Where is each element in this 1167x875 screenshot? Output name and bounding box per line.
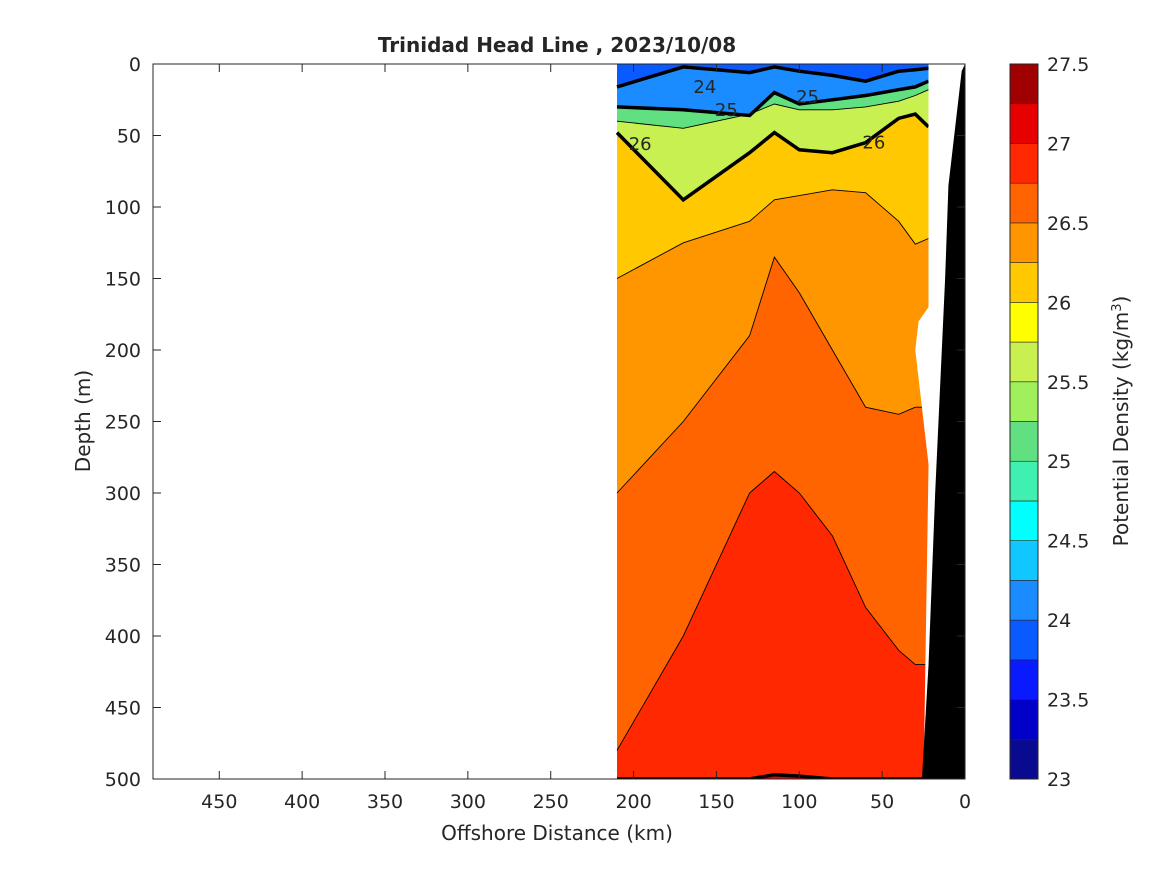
density-fill-27 <box>617 774 929 779</box>
contour-label: 25 <box>715 100 738 121</box>
x-tick-label: 250 <box>533 791 569 813</box>
contour-label: 25 <box>796 87 819 108</box>
x-tick-label: 300 <box>450 791 486 813</box>
x-tick-label: 100 <box>781 791 817 813</box>
x-tick-label: 200 <box>615 791 651 813</box>
contour-line-26-75 <box>616 470 929 751</box>
colorbar-segment <box>1009 63 1039 105</box>
contour-line-27 <box>617 772 929 779</box>
y-tick-label: 400 <box>105 626 141 648</box>
x-tick-label: 0 <box>959 791 971 813</box>
y-tick-label: 500 <box>105 769 141 791</box>
colorbar-segment <box>1009 699 1039 740</box>
contour-line-25-5 <box>616 89 929 129</box>
contour-label: 24 <box>693 77 716 98</box>
x-tick-label: 350 <box>367 791 403 813</box>
x-tick-label: 150 <box>698 791 734 813</box>
colorbar-segment <box>1009 381 1039 422</box>
x-tick-label: 50 <box>870 791 894 813</box>
colorbar-segment <box>1009 421 1039 462</box>
colorbar-segment <box>1009 182 1039 224</box>
x-axis-label: Offshore Distance (km) <box>441 821 673 845</box>
colorbar-tick-label: 26 <box>1047 292 1071 314</box>
y-tick-label: 50 <box>117 126 141 148</box>
y-tick-label: 450 <box>105 698 141 720</box>
contour-line-25 <box>616 79 930 118</box>
colorbar-tick-label: 23.5 <box>1047 690 1089 712</box>
colorbar-segment <box>1009 103 1039 144</box>
x-tick-label: 450 <box>201 791 237 813</box>
colorbar-segment <box>1009 341 1039 383</box>
y-tick-label: 350 <box>105 555 141 577</box>
colorbar-segment <box>1009 143 1039 184</box>
y-tick-label: 100 <box>105 197 141 219</box>
colorbar-segment <box>1009 500 1039 541</box>
colorbar-tick-label: 27 <box>1047 133 1071 155</box>
colorbar-segment <box>1009 580 1039 621</box>
colorbar-tick-label: 24.5 <box>1047 531 1089 553</box>
colorbar-segment <box>1009 460 1039 502</box>
contour-label: 26 <box>629 134 652 155</box>
contour-line-26-25 <box>616 189 929 279</box>
colorbar-segment <box>1009 222 1039 263</box>
colorbar-segment <box>1009 540 1039 581</box>
colorbar-segment <box>1009 738 1039 780</box>
colorbar-frame <box>1009 63 1039 780</box>
colorbar-segment <box>1009 659 1039 700</box>
colorbar-segment <box>1009 262 1039 303</box>
density-fill-26-75 <box>617 471 929 779</box>
colorbar: 23 23.5 24 24.5 25 25.5 26 26.5 27 27.5 <box>1009 54 1089 791</box>
colorbar-tick-label: 25.5 <box>1047 372 1089 394</box>
colorbar-tick-label: 26.5 <box>1047 213 1089 235</box>
colorbar-tick-label: 27.5 <box>1047 54 1089 76</box>
colorbar-segment <box>1009 302 1039 343</box>
y-tick-label: 0 <box>129 54 141 76</box>
colorbar-segment <box>1009 619 1039 661</box>
colorbar-tick-label: 23 <box>1047 769 1071 791</box>
y-tick-label: 250 <box>105 412 141 434</box>
chart-title: Trinidad Head Line , 2023/10/08 <box>378 33 736 57</box>
axes: 450 400 350 300 250 200 150 100 50 00501001502002… <box>105 54 971 813</box>
colorbar-label: Potential Density (kg/m3) <box>1109 296 1133 547</box>
contour-label: 26 <box>862 133 885 154</box>
y-tick-label: 300 <box>105 483 141 505</box>
contour-line-26 <box>615 112 930 203</box>
y-tick-label: 200 <box>105 340 141 362</box>
x-tick-label: 400 <box>284 791 320 813</box>
contour-line-26-5 <box>616 256 929 494</box>
colorbar-tick-label: 25 <box>1047 451 1071 473</box>
colorbar-tick-label: 24 <box>1047 610 1071 632</box>
y-axis-label: Depth (m) <box>71 370 95 472</box>
y-tick-label: 150 <box>105 269 141 291</box>
bottom-topography <box>921 64 965 779</box>
